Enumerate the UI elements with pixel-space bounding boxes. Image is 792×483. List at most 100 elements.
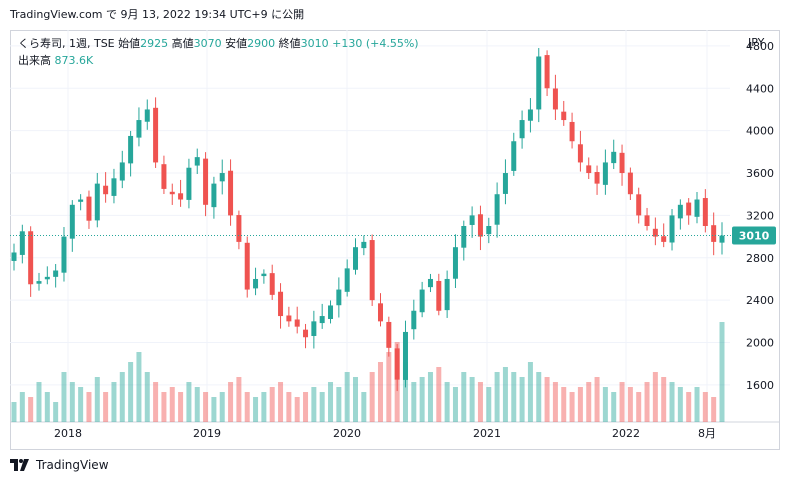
volume-bar <box>511 372 517 422</box>
volume-bar <box>219 392 225 422</box>
x-tick-label: 2020 <box>333 427 361 440</box>
candle-body <box>402 331 408 380</box>
candle-body <box>286 315 292 322</box>
candle-body <box>694 199 700 217</box>
volume-bar <box>452 387 458 422</box>
candle-body <box>319 316 325 324</box>
candle-body <box>494 194 500 225</box>
candle-body <box>619 152 625 174</box>
volume-bar <box>402 362 408 422</box>
candle-body <box>661 236 667 242</box>
volume-bar <box>286 392 292 422</box>
candle-body <box>411 310 417 330</box>
candle-body <box>211 183 217 208</box>
candle-body <box>644 215 650 226</box>
candle-body <box>436 280 442 311</box>
candle-body <box>611 151 617 164</box>
candle-body <box>186 167 192 200</box>
volume-bar <box>136 352 142 422</box>
volume-bar <box>336 387 342 422</box>
candle-body <box>544 55 550 89</box>
candle-body <box>86 196 92 221</box>
header-site: TradingView.com <box>10 8 103 21</box>
legend-high-value: 3070 <box>193 37 222 50</box>
candle-body <box>28 231 34 285</box>
volume-bar <box>294 397 300 422</box>
candle-body <box>36 281 42 284</box>
candle-body <box>253 278 259 289</box>
volume-bar <box>194 387 200 422</box>
volume-bar <box>644 382 650 422</box>
volume-bar <box>228 382 234 422</box>
x-tick-label: 2021 <box>473 427 501 440</box>
candle-body <box>602 162 608 185</box>
candle-body <box>244 242 250 290</box>
volume-bar <box>586 382 592 422</box>
candle-body <box>594 172 600 184</box>
x-tick-label: 2018 <box>54 427 82 440</box>
candle-body <box>353 247 359 270</box>
y-tick-label: 3200 <box>746 209 774 222</box>
volume-bar <box>94 377 100 422</box>
volume-bar <box>569 392 575 422</box>
candle-body <box>519 120 525 139</box>
volume-bar <box>444 382 450 422</box>
candle-body <box>61 236 67 273</box>
candle-body <box>711 225 717 242</box>
candle-body <box>452 247 458 279</box>
last-price-badge <box>732 226 776 245</box>
candle-body <box>469 215 475 225</box>
candle-body <box>228 170 234 216</box>
last-price-label: 3010 <box>739 230 770 243</box>
header-published: で 9月 13, 2022 19:34 UTC+9 に公開 <box>105 8 305 21</box>
legend-volume-label: 出来高 <box>18 54 51 67</box>
tradingview-logo-icon <box>10 459 29 471</box>
candle-body <box>153 107 159 163</box>
volume-bar <box>328 382 334 422</box>
candle-body <box>19 231 25 255</box>
volume-bar <box>702 392 708 422</box>
volume-bar <box>536 372 542 422</box>
candle-body <box>344 268 350 292</box>
volume-bar <box>652 372 658 422</box>
volume-bar <box>53 402 59 422</box>
candle-body <box>269 273 275 295</box>
candle-body <box>627 172 633 195</box>
candle-body <box>477 214 483 237</box>
y-tick-label: 4800 <box>746 40 774 53</box>
volume-bar <box>544 377 550 422</box>
candle-body <box>569 121 575 142</box>
candle-body <box>419 289 425 313</box>
candle-body <box>686 202 692 216</box>
volume-bar <box>594 377 600 422</box>
volume-bar <box>86 392 92 422</box>
y-tick-label: 2400 <box>746 294 774 307</box>
legend-volume-value: 873.6K <box>54 54 94 67</box>
volume-bar <box>519 377 525 422</box>
candle-body <box>328 305 334 319</box>
volume-bar <box>44 392 50 422</box>
y-tick-label: 4000 <box>746 125 774 138</box>
y-tick-label: 2800 <box>746 252 774 265</box>
volume-bar <box>502 367 508 422</box>
y-tick-label: 3600 <box>746 167 774 180</box>
volume-bar <box>711 397 717 422</box>
candle-body <box>636 194 642 216</box>
candle-body <box>294 319 300 327</box>
volume-bar <box>353 377 359 422</box>
volume-bar <box>527 362 533 422</box>
volume-bar <box>211 397 217 422</box>
legend-symbol[interactable]: くら寿司, 1週, TSE <box>18 37 115 50</box>
candle-body <box>527 109 533 121</box>
volume-bar <box>694 387 700 422</box>
tradingview-logo[interactable]: TradingView <box>10 458 109 472</box>
volume-bar <box>619 382 625 422</box>
volume-bar <box>269 387 275 422</box>
candle-body <box>136 120 142 138</box>
volume-bar <box>377 362 383 422</box>
legend-close-label: 終値 <box>278 37 301 50</box>
volume-bar <box>344 372 350 422</box>
volume-bar <box>128 362 134 422</box>
candle-body <box>336 289 342 306</box>
candle-body <box>94 183 100 221</box>
